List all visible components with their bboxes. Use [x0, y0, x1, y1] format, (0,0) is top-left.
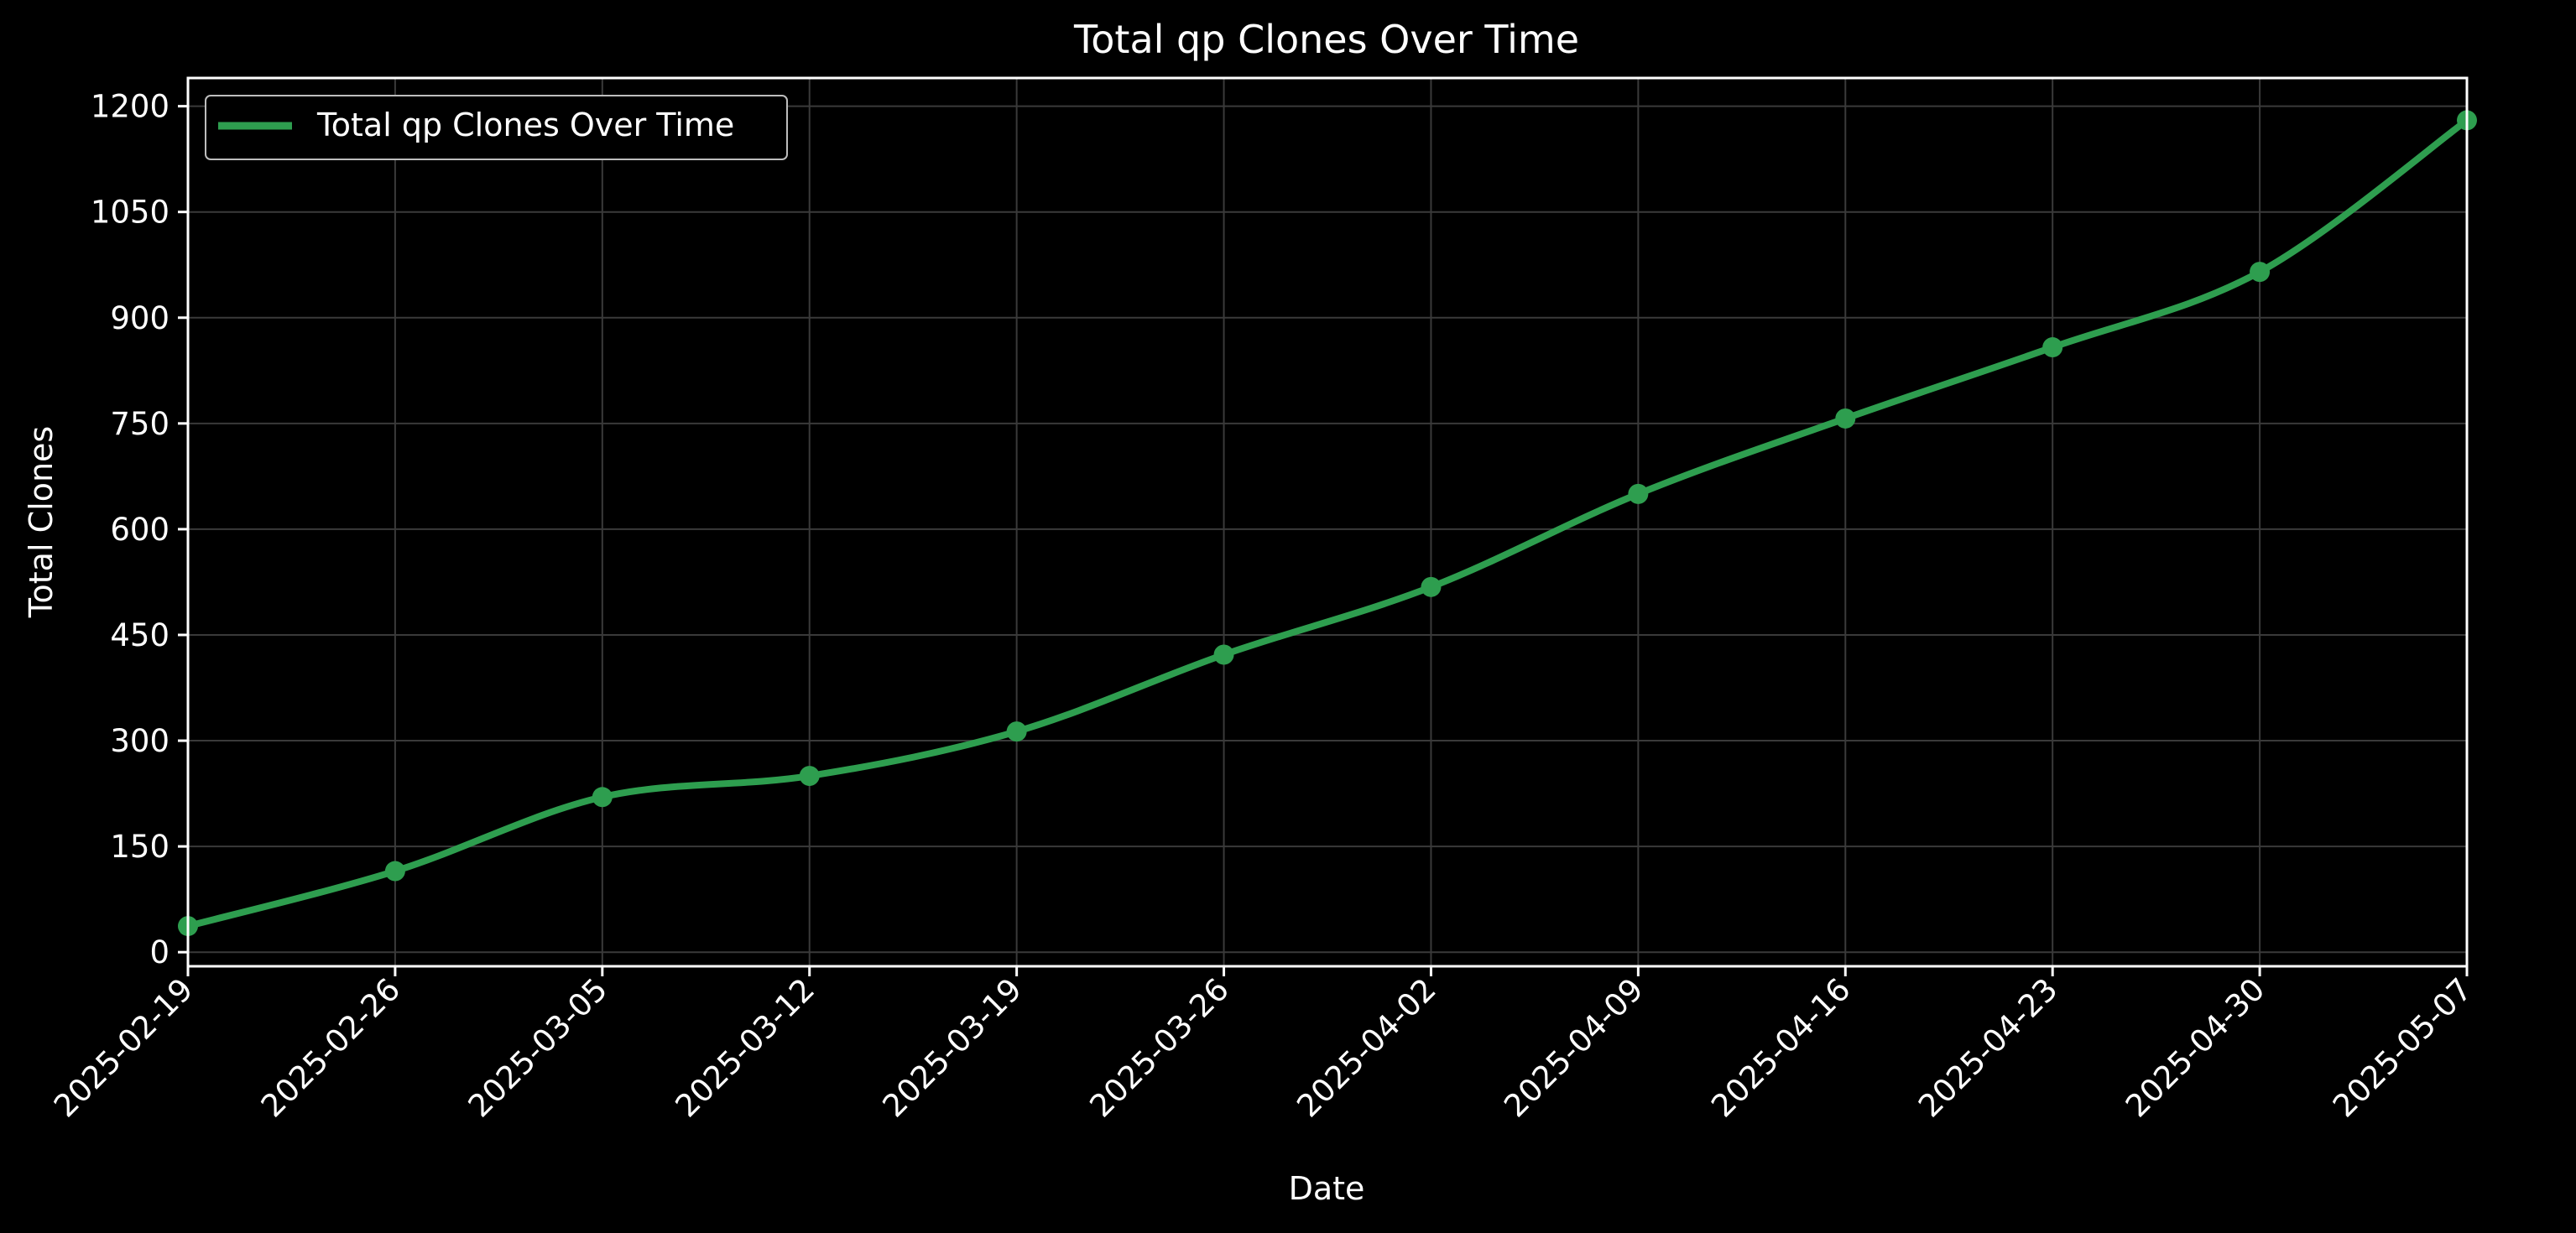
y-tick-label: 0: [149, 934, 169, 970]
data-point: [592, 787, 613, 808]
data-point: [2042, 337, 2063, 358]
y-tick-label: 600: [110, 512, 169, 548]
y-tick-label: 750: [110, 406, 169, 442]
plot-area: [178, 110, 2477, 937]
data-point: [799, 766, 820, 787]
legend-box: [205, 95, 788, 160]
x-axis-label: Date: [1289, 1170, 1365, 1207]
y-tick-label: 150: [110, 829, 169, 865]
data-point: [384, 861, 405, 882]
y-tick-label: 900: [110, 300, 169, 336]
y-tick-label: 1200: [91, 89, 169, 125]
data-point: [1421, 576, 1442, 597]
y-tick-label: 1050: [91, 195, 169, 231]
data-point: [1006, 721, 1027, 742]
data-point: [2250, 262, 2271, 283]
data-point: [1835, 408, 1856, 429]
y-tick-label: 450: [110, 617, 169, 653]
chart-title: Total qp Clones Over Time: [1073, 17, 1579, 62]
y-axis-ticks: 0 150 300 450 600 750 900 1050 1200: [91, 89, 188, 970]
data-point: [1213, 644, 1234, 665]
legend: Total qp Clones Over Time: [205, 95, 788, 160]
legend-label: Total qp Clones Over Time: [316, 107, 734, 143]
plot-frame: [186, 76, 2469, 968]
y-tick-label: 300: [110, 723, 169, 759]
y-axis-label: Total Clones: [23, 426, 60, 618]
data-point: [1628, 483, 1649, 504]
series-line: [186, 117, 2469, 929]
